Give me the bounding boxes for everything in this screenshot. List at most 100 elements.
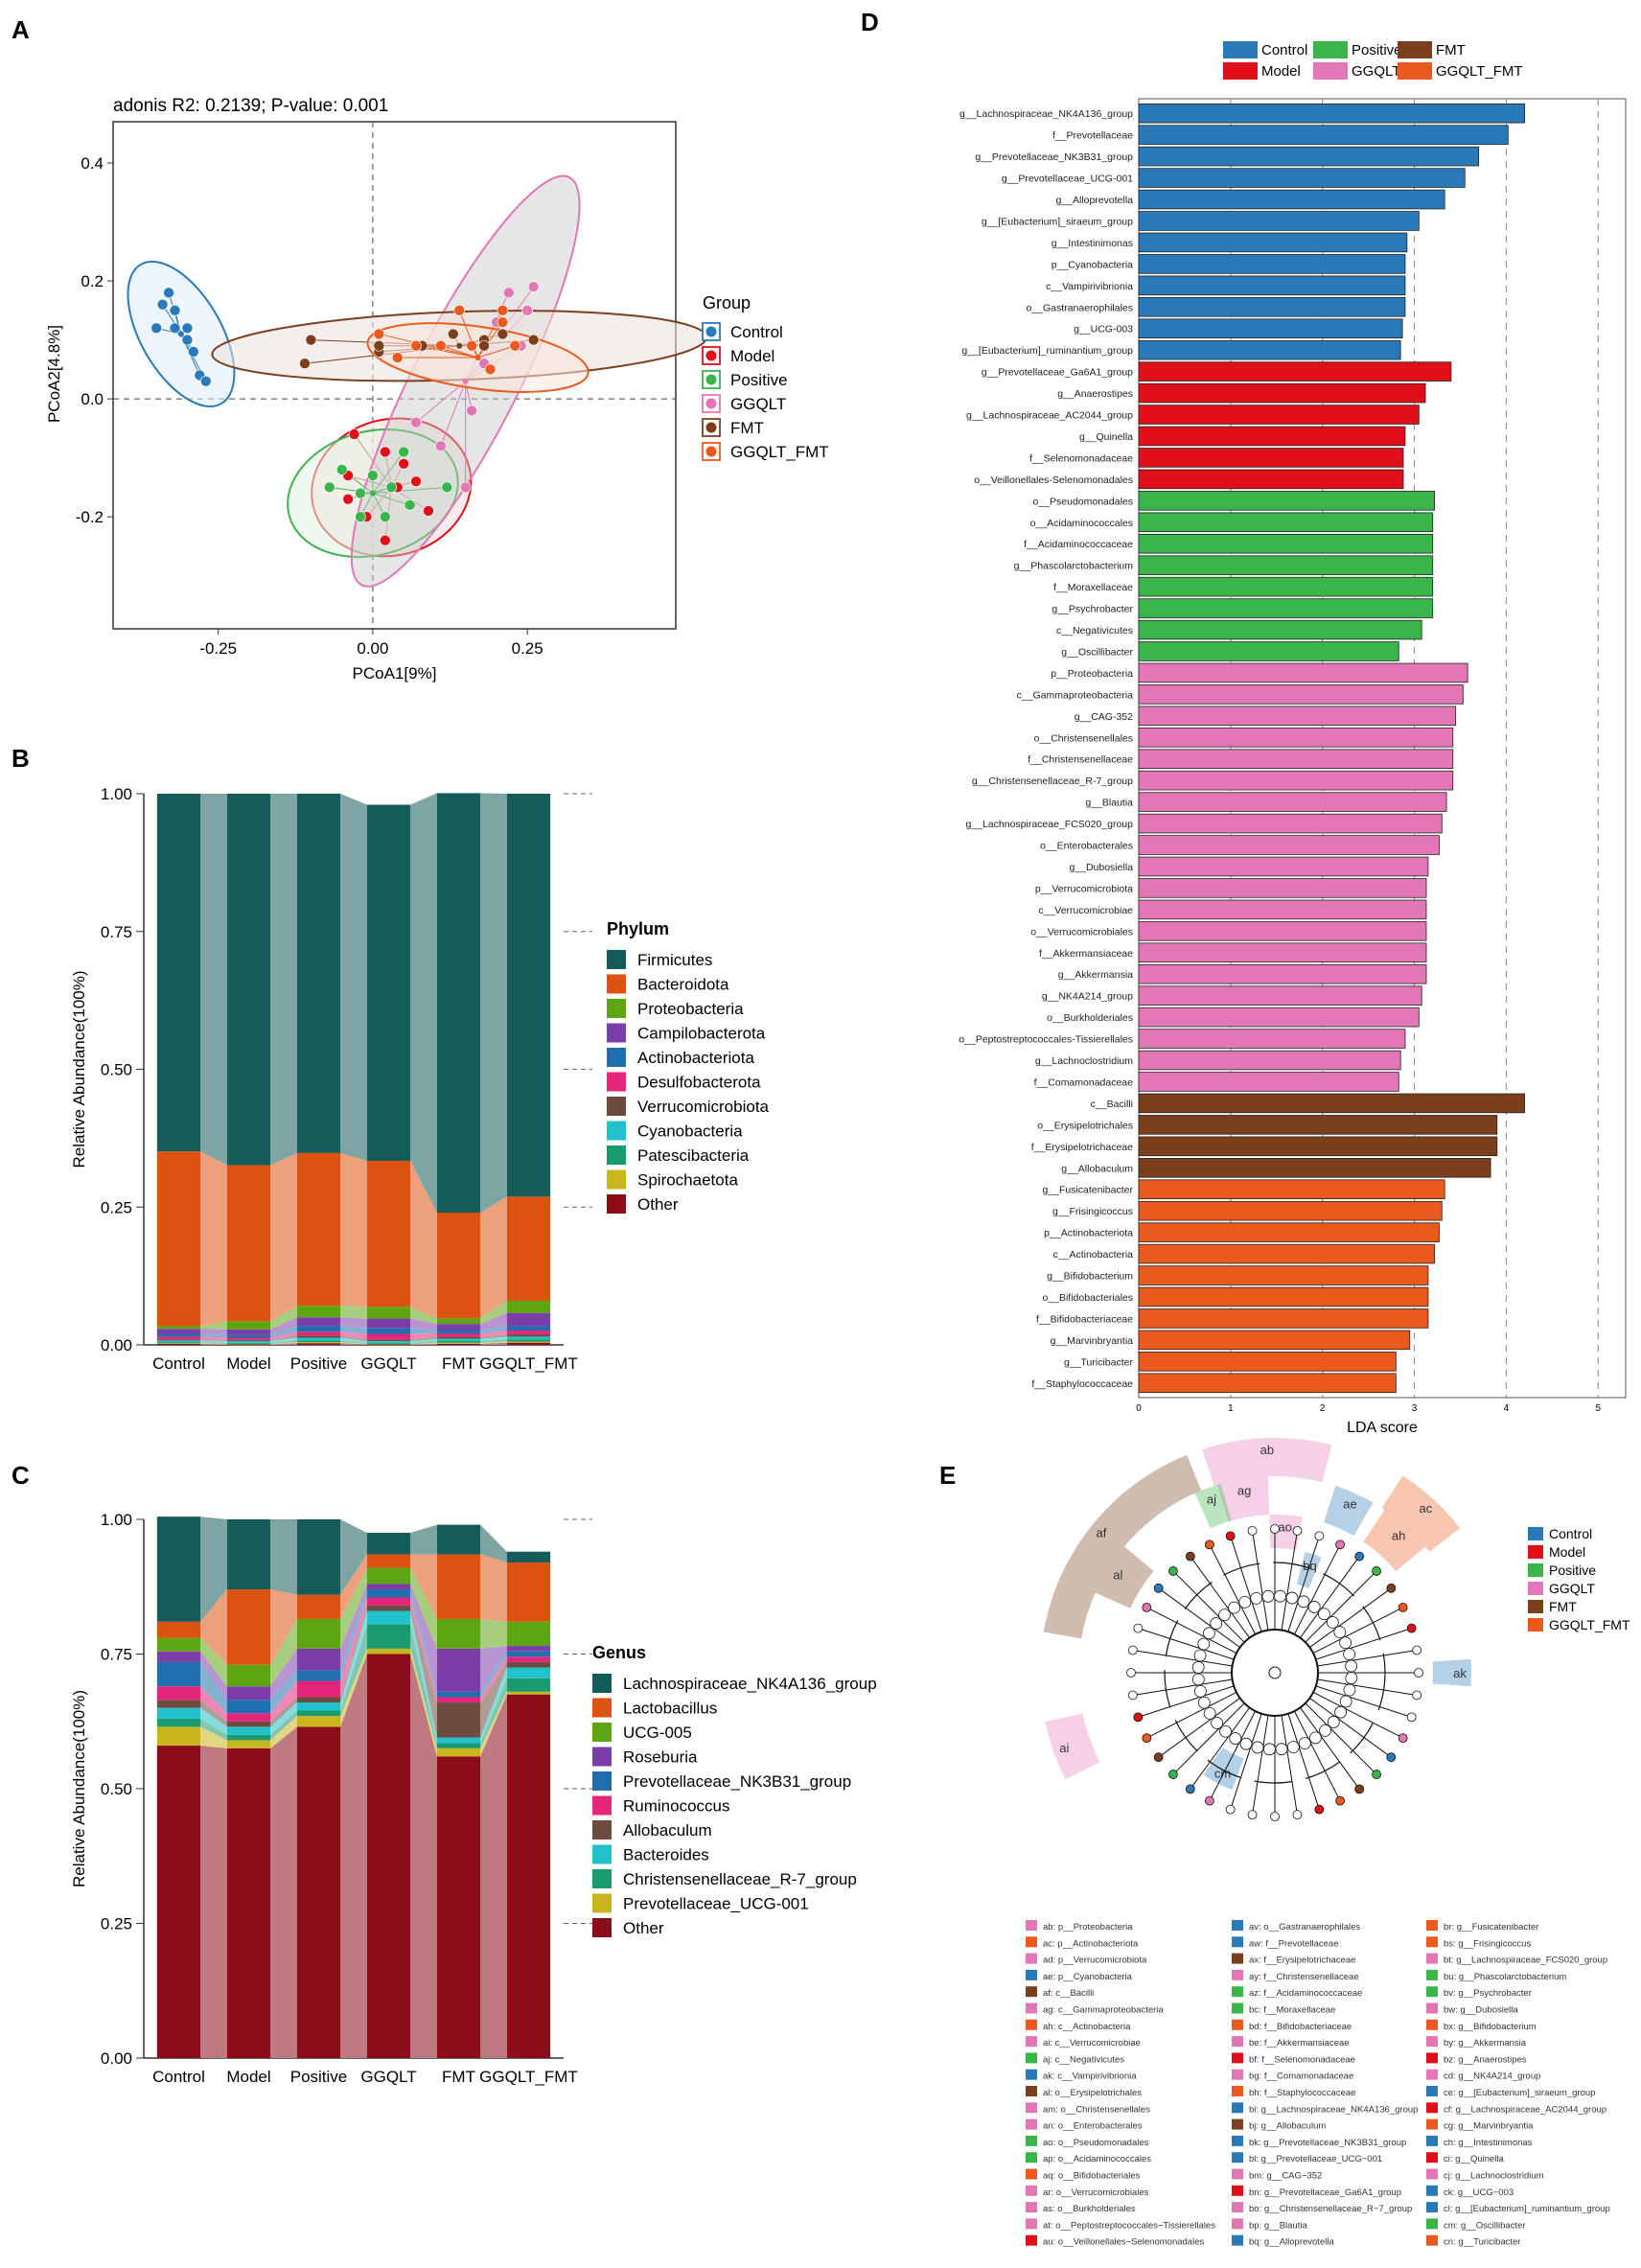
lda-bar xyxy=(1138,1265,1429,1285)
key-swatch xyxy=(1232,2036,1243,2048)
tree-node xyxy=(1203,1627,1215,1640)
flow-band xyxy=(340,1331,367,1340)
flow-band xyxy=(270,1680,297,1722)
bar-label: g__[Eubacterium]_siraeum_group xyxy=(982,216,1133,227)
flow-band xyxy=(480,1651,507,1698)
bar-label: c__Vampirivibrionia xyxy=(1046,281,1133,292)
bar-segment xyxy=(226,1721,271,1727)
key-entry: bm: g__CAG−352 xyxy=(1249,2171,1322,2182)
x-tick-label: FMT xyxy=(442,2068,475,2086)
y-tick-label: 0.00 xyxy=(101,2049,132,2068)
bar-segment xyxy=(226,1339,271,1341)
bar-segment xyxy=(156,1151,201,1327)
sample-point xyxy=(410,339,422,352)
tree-branch xyxy=(1287,1536,1320,1632)
lda-bar xyxy=(1138,1308,1429,1329)
panel-label-c: C xyxy=(12,1461,30,1490)
key-entry: bi: g__Lachnospiraceae_NK4A136_group xyxy=(1249,2104,1418,2115)
bar-segment xyxy=(506,1341,551,1343)
key-entry: ak: c__Vampirivibrionia xyxy=(1043,2071,1137,2082)
bar-segment xyxy=(366,1648,411,1655)
spider-line xyxy=(372,493,410,506)
bar-segment xyxy=(296,1340,341,1343)
legend-swatch xyxy=(592,1674,612,1693)
bar-label: g__Oscillibacter xyxy=(1061,646,1133,658)
flow-band xyxy=(200,1343,227,1345)
sample-point xyxy=(335,464,348,475)
bar-label: o__Pseudomonadales xyxy=(1033,496,1134,507)
bar-segment xyxy=(296,1331,341,1336)
legend-label: Model xyxy=(730,347,774,365)
flow-band xyxy=(270,1697,297,1727)
group-centroid xyxy=(474,355,481,361)
bar-segment xyxy=(436,1747,481,1757)
y-tick-label: 0.25 xyxy=(101,1915,132,1933)
key-swatch xyxy=(1426,2135,1438,2146)
flow-band xyxy=(270,1670,297,1714)
key-entry: bp: g__Blautia xyxy=(1249,2220,1307,2231)
sample-point xyxy=(497,316,509,328)
tree-node xyxy=(1326,1616,1339,1629)
bar-segment xyxy=(436,1338,481,1341)
sample-point xyxy=(380,534,391,546)
sample-point xyxy=(342,493,354,505)
lda-score-panel: Control Positive FMT Model GGQLT GGQLT_FMT 0 1 2… xyxy=(959,41,1627,1436)
tree-node xyxy=(1412,1645,1422,1655)
key-entry: az: f__Acidaminococcaceae xyxy=(1249,1988,1362,1999)
tree-node xyxy=(1307,1601,1321,1613)
lda-bar xyxy=(1138,792,1447,812)
flow-band xyxy=(410,1554,437,1619)
flow-band xyxy=(480,1694,507,2058)
legend-label: Christensenellaceae_R-7_group xyxy=(623,1870,857,1888)
bar-label: g__Intestinimonas xyxy=(1052,238,1133,249)
flow-band xyxy=(410,1343,437,1345)
flow-band xyxy=(200,1336,227,1340)
lda-bar xyxy=(1138,211,1420,231)
legend-swatch xyxy=(607,1169,626,1190)
bar-segment xyxy=(366,1318,411,1329)
spider-line xyxy=(477,345,516,359)
key-swatch xyxy=(1426,1969,1438,1980)
bar-segment xyxy=(226,1747,271,2058)
legend-label: FMT xyxy=(1436,42,1466,58)
key-swatch xyxy=(1026,1969,1037,1980)
legend-label: Control xyxy=(1549,1526,1592,1541)
flow-band xyxy=(270,1710,297,1741)
sample-point xyxy=(380,446,391,458)
sample-point xyxy=(521,305,533,316)
legend-swatch xyxy=(592,1893,612,1913)
flow-band xyxy=(340,1343,367,1345)
lda-bar xyxy=(1138,448,1404,468)
bar-label: o__Verrucomicrobiales xyxy=(1030,926,1133,937)
flow-band xyxy=(340,1335,367,1341)
key-entry: ad: p__Verrucomicrobiota xyxy=(1043,1956,1147,1966)
sample-point xyxy=(348,428,360,440)
key-entry: ac: p__Actinobacteriota xyxy=(1043,1938,1139,1949)
bar-segment xyxy=(156,1726,201,1747)
sample-point xyxy=(447,328,459,340)
tree-branch xyxy=(1300,1556,1360,1638)
key-swatch xyxy=(1426,2052,1438,2064)
bar-label: g__NK4A214_group xyxy=(1042,991,1133,1003)
lda-bar xyxy=(1138,878,1427,898)
flow-band xyxy=(270,1343,297,1345)
sample-point xyxy=(484,363,497,376)
flow-band xyxy=(200,1637,227,1687)
lda-bar xyxy=(1138,1093,1525,1114)
key-entry: cn: g__Turicibacter xyxy=(1444,2237,1520,2248)
legend-label: Other xyxy=(637,1195,679,1214)
lda-bar xyxy=(1138,1136,1498,1157)
flow-band xyxy=(270,1726,297,2058)
sample-point xyxy=(466,405,477,417)
lda-bar xyxy=(1138,985,1422,1006)
tree-node xyxy=(1319,1724,1331,1737)
bar-segment xyxy=(436,1336,481,1339)
flow-band xyxy=(340,1610,367,1711)
key-swatch xyxy=(1426,2118,1438,2130)
key-entry: bg: f__Comamonadaceae xyxy=(1249,2071,1353,2082)
bar-label: f__Selenomonadaceae xyxy=(1029,452,1133,464)
key-swatch xyxy=(1232,2152,1243,2164)
legend-swatch xyxy=(607,1097,626,1116)
bar-segment xyxy=(296,1152,341,1307)
bar-segment xyxy=(296,1716,341,1727)
